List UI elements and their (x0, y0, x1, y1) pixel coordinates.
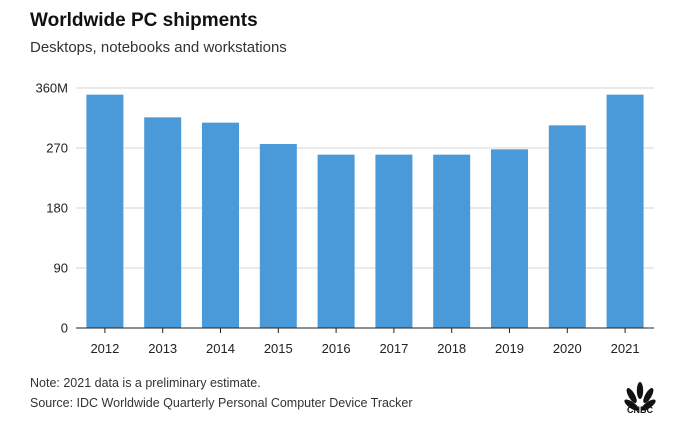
x-tick-label: 2018 (437, 341, 466, 356)
x-tick-label: 2014 (206, 341, 235, 356)
bar-2017 (375, 154, 413, 328)
chart-title: Worldwide PC shipments (30, 10, 258, 31)
x-tick-label: 2013 (148, 341, 177, 356)
y-tick-label: 90 (54, 261, 68, 276)
bar-2018 (433, 154, 471, 328)
bar-2014 (202, 122, 239, 329)
cnbc-logo-text: CNBC (627, 405, 653, 414)
bar-2016 (317, 154, 355, 328)
bar-2021 (606, 94, 644, 329)
bar-2019 (491, 149, 528, 328)
x-tick-label: 2021 (611, 341, 640, 356)
x-tick-label: 2020 (553, 341, 582, 356)
y-tick-label: 270 (46, 141, 68, 156)
footnote: Note: 2021 data is a preliminary estimat… (30, 376, 261, 390)
y-tick-label: 360M (35, 81, 68, 96)
bar-chart: 0 90 180 270 360M 2012 2013 2014 2015 2016 2017 201… (35, 81, 654, 356)
chart-subtitle: Desktops, notebooks and workstations (30, 39, 287, 56)
y-tick-label: 0 (61, 321, 68, 336)
bar-2012 (86, 94, 124, 329)
y-tick-label: 180 (46, 201, 68, 216)
bar-2013 (144, 117, 182, 328)
bar-2020 (548, 125, 586, 328)
axes: 0 90 180 270 360M 2012 2013 2014 2015 2016 2017 201… (35, 81, 654, 356)
x-tick-label: 2019 (495, 341, 524, 356)
source-credit: Source: IDC Worldwide Quarterly Personal… (30, 396, 413, 410)
x-tick-label: 2016 (322, 341, 351, 356)
x-tick-label: 2017 (379, 341, 408, 356)
bars (86, 94, 644, 329)
bar-2015 (259, 144, 297, 328)
cnbc-peacock-icon: CNBC (624, 382, 656, 414)
x-tick-label: 2012 (90, 341, 119, 356)
x-tick-label: 2015 (264, 341, 293, 356)
